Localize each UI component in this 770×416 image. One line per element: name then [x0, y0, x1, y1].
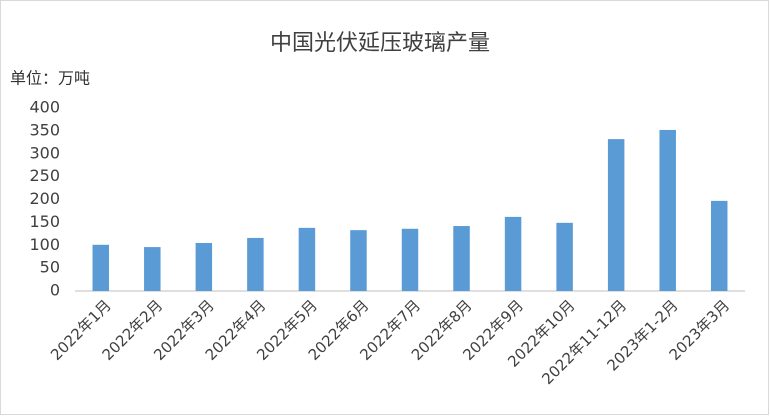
bar	[144, 247, 161, 291]
bar	[247, 237, 264, 291]
bar	[607, 139, 625, 291]
y-tick-label: 200	[29, 189, 60, 208]
y-tick-label: 300	[29, 143, 60, 162]
bar	[92, 244, 110, 291]
y-tick-label: 50	[40, 258, 60, 277]
y-axis-label: 单位：万吨	[10, 69, 90, 88]
y-tick-label: 0	[50, 281, 60, 300]
y-tick-label: 150	[29, 212, 60, 231]
y-tick-label: 250	[29, 166, 60, 185]
bar	[195, 242, 213, 291]
bar	[298, 227, 316, 291]
bar	[453, 226, 470, 291]
y-tick-label: 100	[29, 235, 60, 254]
chart-title: 中国光伏延压玻璃产量	[270, 31, 490, 56]
bar	[659, 129, 676, 291]
bar	[556, 222, 573, 291]
bar	[504, 216, 522, 291]
bar	[401, 228, 419, 291]
bar	[350, 230, 367, 291]
y-tick-label: 400	[29, 98, 60, 117]
bar	[710, 200, 728, 291]
y-tick-label: 350	[29, 120, 60, 139]
